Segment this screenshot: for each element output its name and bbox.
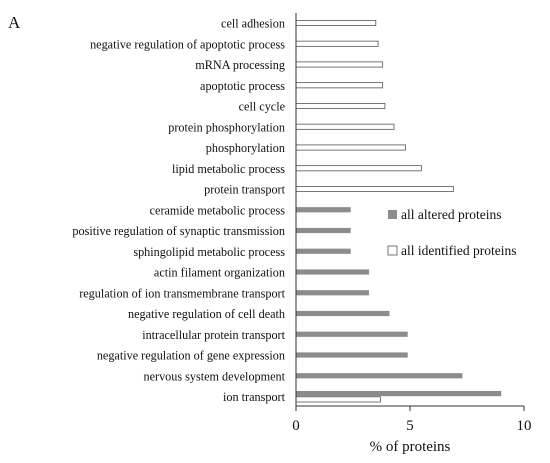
bar-altered-regulation-of-ion-transmembrane-transport (296, 290, 369, 296)
legend: all altered proteins all identified prote… (387, 207, 516, 258)
category-label-negative-regulation-of-gene-expression: negative regulation of gene expression (97, 349, 285, 363)
category-label-apoptotic-process: apoptotic process (200, 79, 285, 93)
bar-identified-mrna-processing (295, 61, 384, 68)
bar-identified-cell-cycle (295, 103, 386, 110)
bar-altered-ion-transport (296, 391, 502, 397)
category-label-sphingolipid-metabolic-process: sphingolipid metabolic process (133, 245, 285, 259)
x-tick-label-10: 10 (517, 418, 532, 434)
bar-altered-negative-regulation-of-cell-death (296, 310, 390, 317)
category-labels: cell adhesion negative regulation of apop… (72, 17, 285, 405)
category-label-phosphorylation: phosphorylation (206, 141, 285, 155)
category-label-ceramide-metabolic-process: ceramide metabolic process (150, 203, 286, 217)
bar-identified-negative-regulation-of-apoptotic-process (295, 40, 379, 47)
bar-altered-negative-regulation-of-gene-expression (296, 352, 408, 358)
bar-altered-actin-filament-organization (296, 269, 369, 275)
category-label-nervous-system-development: nervous system development (144, 369, 286, 383)
category-label-lipid-metabolic-process: lipid metabolic process (172, 162, 285, 176)
panel-label: A (8, 13, 21, 32)
legend-identified-label: all identified proteins (401, 243, 516, 258)
bar-identified-cell-adhesion (295, 19, 377, 26)
category-label-ion-transport: ion transport (223, 390, 286, 404)
legend-altered-label: all altered proteins (401, 207, 501, 222)
bar-identified-protein-phosphorylation (295, 123, 395, 130)
bars (295, 19, 502, 403)
bar-altered-intracellular-protein-transport (296, 331, 408, 337)
category-label-actin-filament-organization: actin filament organization (154, 266, 285, 280)
x-tick-label-0: 0 (292, 418, 300, 434)
bar-altered-nervous-system-development (296, 373, 463, 379)
bar-altered-positive-regulation-of-synaptic-transmission (296, 227, 351, 234)
x-axis: 0 5 10 % of proteins (292, 13, 532, 455)
category-label-cell-adhesion: cell adhesion (221, 17, 285, 31)
bar-identified-ion-transport (295, 396, 381, 403)
category-label-protein-phosphorylation: protein phosphorylation (168, 120, 285, 134)
category-label-protein-transport: protein transport (204, 183, 286, 197)
bar-identified-protein-transport (295, 185, 454, 192)
bar-identified-lipid-metabolic-process (295, 165, 422, 172)
legend-identified-swatch (387, 245, 398, 256)
category-label-negative-regulation-of-apoptotic-process: negative regulation of apoptotic process (90, 37, 285, 51)
legend-altered-swatch (388, 210, 397, 219)
bar-identified-phosphorylation (295, 144, 406, 151)
bar-identified-apoptotic-process (295, 82, 384, 89)
category-label-mrna-processing: mRNA processing (195, 58, 285, 72)
bar-altered-sphingolipid-metabolic-process (296, 248, 351, 254)
x-axis-title: % of proteins (370, 439, 451, 455)
bar-altered-ceramide-metabolic-process (296, 207, 351, 213)
x-tick-label-5: 5 (406, 418, 414, 434)
category-label-intracellular-protein-transport: intracellular protein transport (142, 328, 285, 342)
category-label-positive-regulation-of-synaptic-transmission: positive regulation of synaptic transmis… (72, 224, 285, 238)
category-label-negative-regulation-of-cell-death: negative regulation of cell death (128, 307, 285, 321)
category-label-regulation-of-ion-transmembrane-transport: regulation of ion transmembrane transpor… (79, 286, 285, 300)
category-label-cell-cycle: cell cycle (239, 100, 285, 114)
